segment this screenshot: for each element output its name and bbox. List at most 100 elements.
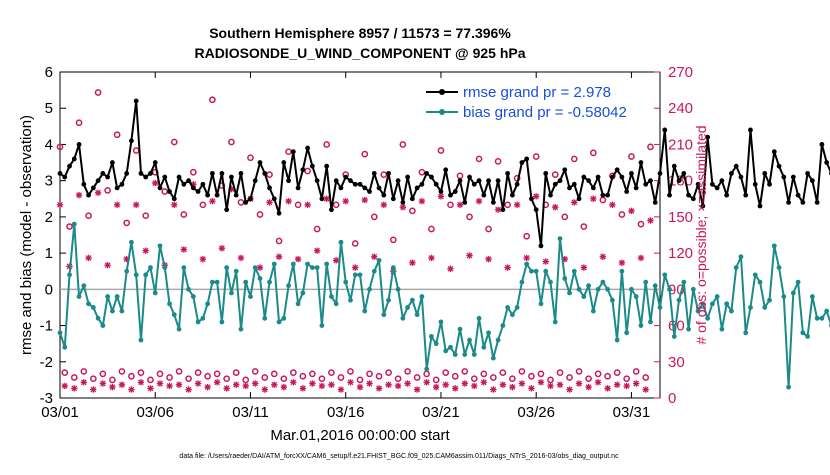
obs-possible-point (61, 369, 69, 376)
bias-series-point (457, 326, 463, 332)
bias-series-line (59, 223, 830, 389)
rmse-series-point (376, 185, 382, 191)
obs-assimilated-point (356, 383, 364, 391)
obs-assimilated-point (375, 385, 383, 392)
obs-assimilated-point (394, 382, 402, 390)
obs-possible-point (166, 374, 173, 381)
obs-assimilated-point (575, 380, 583, 387)
bias-series-point (157, 243, 163, 249)
obs-assimilated-point (56, 201, 64, 209)
bias-series-point (252, 265, 258, 270)
obs-possible-point (351, 240, 359, 247)
y-axis-right-label: # of obs: o=possible; ×=assimilated (693, 125, 709, 344)
rmse-series-point (481, 192, 487, 198)
rmse-series-point (786, 200, 791, 205)
legend-marker (439, 89, 445, 95)
obs-assimilated-point (109, 383, 116, 391)
bias-series-point (762, 305, 768, 310)
y-tick-label: 5 (45, 100, 53, 117)
obs-assimilated-point (266, 199, 273, 206)
obs-assimilated-point (552, 204, 559, 211)
bias-series-point (476, 315, 482, 321)
obs-possible-point (332, 201, 340, 209)
obs-possible-point (394, 375, 402, 383)
obs-assimilated-point (80, 379, 88, 386)
rmse-series-point (114, 185, 120, 191)
obs-assimilated-point (132, 201, 140, 209)
obs-possible-point (170, 138, 178, 146)
rmse-series-point (457, 178, 463, 184)
obs-possible-point (613, 369, 621, 376)
bias-series-point (643, 279, 649, 285)
bias-series-point (333, 301, 339, 307)
obs-possible-point (280, 375, 288, 383)
obs-possible-point (647, 143, 654, 151)
bias-series-point (586, 283, 591, 289)
bias-series-point (319, 323, 325, 328)
obs-possible-point (447, 201, 454, 209)
obs-possible-point (328, 369, 335, 376)
data-file-footnote: data file: /Users/raeder/DAI/ATM_forcXX/… (179, 453, 619, 460)
rmse-series-point (409, 196, 415, 202)
obs-possible-point (628, 153, 635, 160)
bias-series-point (781, 294, 787, 299)
bias-series-point (500, 323, 506, 328)
bias-series-point (757, 279, 763, 285)
bias-series-point (771, 243, 777, 249)
obs-assimilated-point (528, 385, 535, 392)
obs-possible-point (537, 370, 545, 378)
rmse-series-point (752, 181, 758, 187)
obs-possible-point (347, 368, 354, 375)
bias-series-point (414, 312, 420, 318)
rmse-series-point (514, 181, 520, 187)
bias-series-point (714, 294, 720, 299)
obs-assimilated-point (256, 264, 264, 271)
bias-series-point (348, 297, 353, 303)
obs-assimilated-point (499, 381, 507, 388)
obs-possible-point (137, 369, 145, 376)
obs-assimilated-point (613, 381, 621, 388)
rmse-series-point (414, 185, 420, 191)
rmse-series-point (538, 243, 544, 249)
bias-series-point (67, 272, 72, 278)
obs-assimilated-point (252, 380, 259, 387)
axis-ticks: 03/01 03/06 03/11 03/16 03/21 03/26 03/31 -3 -2 -… (40, 64, 693, 421)
rmse-series-point (214, 192, 220, 198)
obs-possible-point (85, 212, 92, 220)
obs-possible-point (580, 223, 588, 230)
rmse-series-point (567, 185, 572, 191)
bias-series-point (357, 272, 363, 278)
bias-series-point (181, 265, 187, 270)
obs-possible-point (199, 201, 207, 209)
obs-possible-point (275, 237, 283, 245)
bias-series-point (114, 294, 120, 299)
rmse-series-point (319, 196, 325, 202)
rmse-series-point (152, 160, 158, 165)
rmse-series-point (133, 98, 139, 104)
rmse-series-point (357, 181, 363, 187)
bias-series-point (424, 366, 430, 372)
rmse-series-point (609, 174, 615, 180)
obs-possible-point (318, 375, 326, 383)
obs-possible-point (413, 374, 421, 381)
rmse-series-point (405, 174, 411, 180)
rmse-series-point (500, 207, 506, 213)
bias-series-point (329, 294, 334, 299)
obs-assimilated-point (156, 380, 164, 387)
bias-series-point (819, 315, 825, 321)
bias-series-point (129, 239, 134, 245)
bias-series-point (95, 315, 101, 321)
bias-series-point (571, 268, 577, 274)
rmse-series-point (557, 178, 563, 184)
bias-series-point (376, 257, 382, 263)
rmse-series-point (462, 200, 468, 205)
obs-assimilated-point (118, 381, 126, 388)
bias-series-point (219, 319, 225, 325)
rmse-series-point (424, 171, 430, 176)
bias-series-point (362, 308, 368, 314)
obs-assimilated-point (452, 385, 459, 392)
rmse-series-point (281, 160, 287, 165)
rmse-series-point (262, 171, 268, 176)
rmse-series-point (476, 178, 482, 184)
bias-series-point (105, 294, 111, 299)
